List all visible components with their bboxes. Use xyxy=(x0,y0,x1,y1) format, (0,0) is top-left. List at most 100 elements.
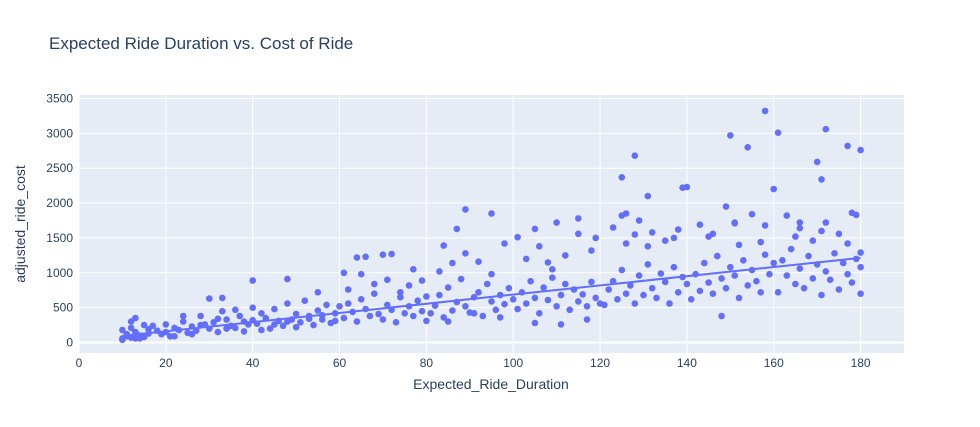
data-point xyxy=(562,280,569,288)
data-point xyxy=(631,300,639,307)
data-point xyxy=(783,212,791,219)
data-point xyxy=(779,257,786,264)
data-point xyxy=(492,306,500,314)
x-tick-label: 100 xyxy=(503,356,523,370)
data-point xyxy=(852,211,860,219)
data-point xyxy=(179,312,187,320)
data-point xyxy=(766,270,773,278)
y-tick-label: 3000 xyxy=(46,126,73,140)
data-point xyxy=(796,224,804,232)
data-point xyxy=(340,314,348,322)
data-point xyxy=(783,272,791,279)
data-point xyxy=(601,301,608,309)
data-point xyxy=(805,252,812,260)
data-point xyxy=(648,284,656,292)
data-point xyxy=(709,290,717,298)
data-point xyxy=(757,238,764,246)
data-point xyxy=(509,296,517,303)
y-tick-label: 2000 xyxy=(46,196,73,210)
data-point xyxy=(379,316,387,323)
data-point xyxy=(470,310,478,317)
y-tick-label: 0 xyxy=(66,336,73,350)
data-point xyxy=(353,254,361,261)
data-point xyxy=(223,316,230,323)
data-point xyxy=(796,219,804,226)
data-point xyxy=(670,234,678,242)
data-point xyxy=(774,289,782,296)
data-point xyxy=(705,279,712,286)
data-point xyxy=(614,296,621,303)
data-point xyxy=(405,282,413,289)
data-point xyxy=(240,328,248,335)
data-point xyxy=(666,300,673,307)
data-point xyxy=(770,185,777,193)
trendline-layer xyxy=(122,256,861,337)
data-point xyxy=(171,333,178,340)
data-point xyxy=(462,206,469,213)
data-point xyxy=(522,300,530,307)
data-point xyxy=(527,277,534,285)
data-point xyxy=(292,323,300,331)
data-point xyxy=(792,280,799,288)
data-point xyxy=(536,243,543,250)
data-point xyxy=(562,252,569,259)
data-point xyxy=(588,247,595,254)
data-point xyxy=(553,303,560,310)
y-tick-label: 1500 xyxy=(46,231,73,245)
data-point xyxy=(258,310,265,317)
data-point xyxy=(331,317,339,325)
data-point xyxy=(423,317,430,325)
data-point xyxy=(748,210,756,218)
data-point xyxy=(674,226,682,233)
data-point xyxy=(761,107,769,115)
data-point xyxy=(384,276,391,284)
data-point xyxy=(549,266,556,273)
data-point xyxy=(844,240,851,247)
data-point xyxy=(774,129,782,136)
data-point xyxy=(731,219,738,226)
data-point xyxy=(674,289,682,296)
data-point xyxy=(644,261,652,268)
data-point xyxy=(557,321,565,328)
data-point xyxy=(544,259,552,266)
data-point xyxy=(644,192,652,200)
data-point xyxy=(809,275,817,282)
data-point xyxy=(401,310,409,317)
data-point xyxy=(648,229,656,236)
data-point xyxy=(744,282,751,289)
data-point xyxy=(522,255,530,263)
data-point xyxy=(839,259,847,267)
data-point xyxy=(514,233,521,241)
data-point xyxy=(440,314,448,321)
data-point xyxy=(544,296,552,304)
data-point xyxy=(488,210,495,217)
x-tick-label: 140 xyxy=(677,356,697,370)
data-point xyxy=(496,314,504,321)
data-point xyxy=(323,301,330,309)
data-point xyxy=(757,289,764,296)
data-point xyxy=(696,221,704,228)
data-point xyxy=(197,312,204,320)
data-point xyxy=(249,277,256,284)
data-point xyxy=(787,245,795,253)
data-point xyxy=(622,210,630,217)
data-point xyxy=(410,312,417,320)
data-point xyxy=(266,325,274,332)
data-point xyxy=(314,289,322,296)
data-point xyxy=(384,301,391,309)
data-point xyxy=(219,307,226,315)
y-axis-title: adjusted_ride_cost xyxy=(12,165,28,283)
data-point xyxy=(640,291,647,299)
data-point xyxy=(579,291,586,298)
x-tick-label: 160 xyxy=(764,356,784,370)
data-point xyxy=(731,272,738,279)
x-tick-label: 20 xyxy=(159,356,173,370)
data-point xyxy=(271,305,278,313)
data-point xyxy=(770,259,777,267)
data-point xyxy=(753,277,760,285)
data-point xyxy=(722,203,730,210)
data-point xyxy=(622,290,630,298)
data-point xyxy=(505,284,513,292)
data-point xyxy=(284,300,291,307)
data-point xyxy=(792,233,799,240)
